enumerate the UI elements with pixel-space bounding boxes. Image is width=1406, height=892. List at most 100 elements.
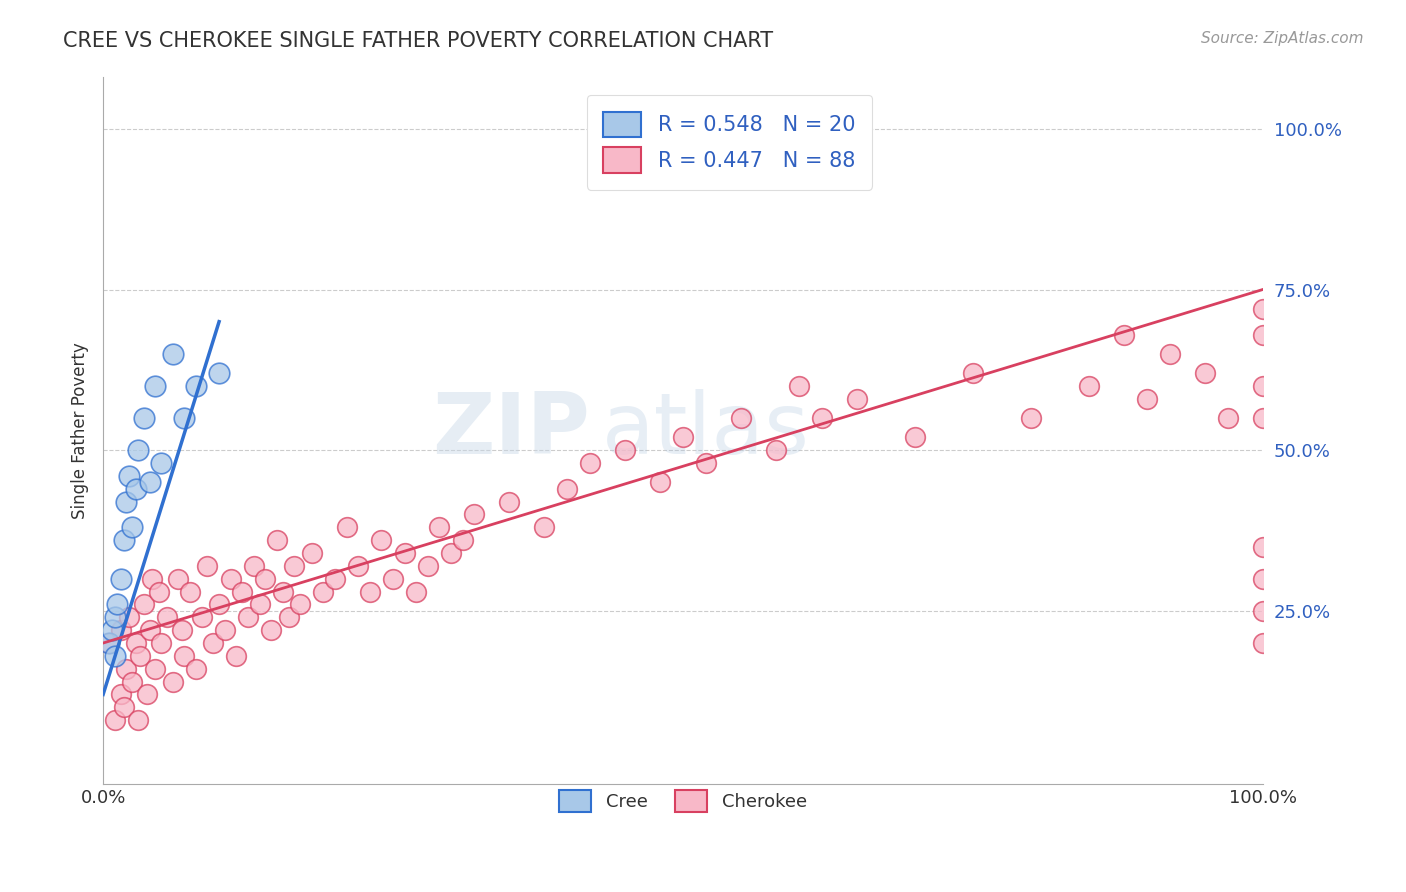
Point	[127, 443, 149, 458]
Point	[440, 546, 463, 560]
Point	[127, 713, 149, 727]
Point	[962, 366, 984, 380]
Text: ZIP: ZIP	[433, 390, 591, 473]
Point	[132, 411, 155, 425]
Point	[101, 623, 124, 637]
Point	[132, 598, 155, 612]
Legend: Cree, Cherokee: Cree, Cherokee	[547, 778, 820, 825]
Point	[254, 572, 277, 586]
Point	[260, 623, 283, 637]
Point	[143, 662, 166, 676]
Point	[236, 610, 259, 624]
Point	[190, 610, 212, 624]
Point	[1251, 327, 1274, 342]
Point	[811, 411, 834, 425]
Point	[202, 636, 225, 650]
Point	[150, 636, 173, 650]
Point	[1251, 379, 1274, 393]
Point	[730, 411, 752, 425]
Point	[141, 572, 163, 586]
Point	[301, 546, 323, 560]
Point	[904, 430, 927, 444]
Point	[214, 623, 236, 637]
Point	[162, 347, 184, 361]
Point	[124, 482, 146, 496]
Point	[167, 572, 190, 586]
Point	[283, 558, 305, 573]
Point	[170, 623, 193, 637]
Point	[1159, 347, 1181, 361]
Point	[336, 520, 359, 534]
Point	[136, 688, 159, 702]
Point	[1112, 327, 1135, 342]
Point	[1216, 411, 1239, 425]
Point	[173, 648, 195, 663]
Point	[97, 636, 120, 650]
Point	[138, 475, 160, 490]
Point	[382, 572, 405, 586]
Point	[1251, 636, 1274, 650]
Point	[271, 584, 294, 599]
Point	[104, 610, 127, 624]
Point	[555, 482, 578, 496]
Point	[579, 456, 602, 470]
Point	[845, 392, 868, 406]
Point	[197, 558, 219, 573]
Text: Source: ZipAtlas.com: Source: ZipAtlas.com	[1201, 31, 1364, 46]
Point	[104, 713, 127, 727]
Point	[290, 598, 312, 612]
Point	[162, 674, 184, 689]
Point	[121, 674, 143, 689]
Point	[1251, 572, 1274, 586]
Point	[148, 584, 170, 599]
Point	[179, 584, 201, 599]
Point	[129, 648, 152, 663]
Point	[1251, 411, 1274, 425]
Point	[416, 558, 439, 573]
Point	[231, 584, 253, 599]
Point	[110, 623, 132, 637]
Point	[1077, 379, 1099, 393]
Point	[115, 662, 138, 676]
Point	[451, 533, 474, 548]
Point	[1019, 411, 1042, 425]
Point	[1251, 604, 1274, 618]
Point	[112, 533, 135, 548]
Point	[613, 443, 636, 458]
Point	[765, 443, 787, 458]
Point	[648, 475, 671, 490]
Point	[498, 494, 520, 508]
Point	[243, 558, 266, 573]
Point	[1194, 366, 1216, 380]
Point	[1136, 392, 1159, 406]
Point	[312, 584, 335, 599]
Point	[405, 584, 427, 599]
Point	[105, 598, 128, 612]
Point	[1251, 540, 1274, 554]
Point	[370, 533, 392, 548]
Point	[110, 572, 132, 586]
Y-axis label: Single Father Poverty: Single Father Poverty	[72, 343, 89, 519]
Text: CREE VS CHEROKEE SINGLE FATHER POVERTY CORRELATION CHART: CREE VS CHEROKEE SINGLE FATHER POVERTY C…	[63, 31, 773, 51]
Point	[347, 558, 370, 573]
Point	[121, 520, 143, 534]
Point	[173, 411, 195, 425]
Text: atlas: atlas	[602, 390, 810, 473]
Point	[533, 520, 555, 534]
Point	[184, 662, 207, 676]
Point	[150, 456, 173, 470]
Point	[208, 366, 231, 380]
Point	[359, 584, 381, 599]
Point	[323, 572, 346, 586]
Point	[115, 494, 138, 508]
Point	[208, 598, 231, 612]
Point	[184, 379, 207, 393]
Point	[277, 610, 299, 624]
Point	[112, 700, 135, 714]
Point	[672, 430, 695, 444]
Point	[463, 508, 485, 522]
Point	[429, 520, 451, 534]
Point	[138, 623, 160, 637]
Point	[110, 688, 132, 702]
Point	[117, 610, 139, 624]
